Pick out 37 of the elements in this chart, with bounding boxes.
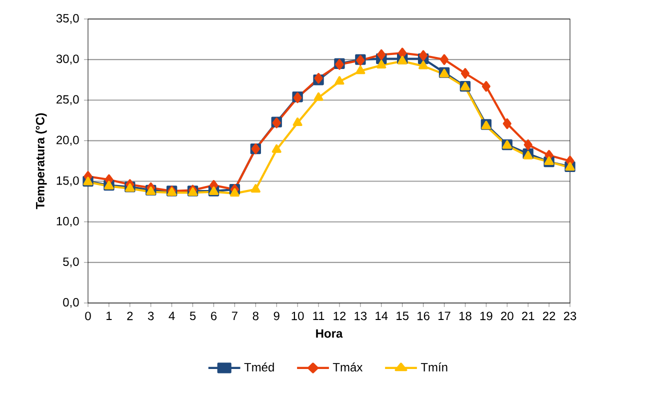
x-tick-label: 23 bbox=[564, 312, 576, 320]
x-tick-label: 4 bbox=[168, 312, 175, 320]
x-tick-label: 17 bbox=[438, 312, 450, 320]
x-tick-label: 0 bbox=[85, 312, 91, 320]
legend-label: Tmín bbox=[420, 362, 448, 372]
y-axis-title: Temperatura (°C) bbox=[36, 113, 47, 210]
y-tick-label: 30,0 bbox=[56, 54, 79, 65]
x-tick-label: 20 bbox=[501, 312, 514, 320]
x-tick-label: 18 bbox=[459, 312, 472, 320]
x-tick-label: 8 bbox=[252, 312, 258, 320]
x-tick-label: 5 bbox=[190, 312, 196, 320]
y-tick-label: 10,0 bbox=[56, 216, 79, 227]
x-tick-label: 1 bbox=[106, 312, 112, 320]
x-tick-label: 7 bbox=[232, 312, 238, 320]
x-tick-label: 6 bbox=[211, 312, 217, 320]
x-tick-label: 3 bbox=[148, 312, 154, 320]
x-tick-label: 14 bbox=[376, 312, 388, 320]
x-tick-label: 9 bbox=[274, 312, 280, 320]
x-tick-label: 13 bbox=[354, 312, 367, 320]
legend-label: Tméd bbox=[244, 362, 274, 372]
y-tick-label: 5,0 bbox=[63, 257, 79, 268]
x-tick-label: 21 bbox=[522, 312, 534, 320]
x-tick-label: 12 bbox=[334, 312, 346, 320]
y-tick-label: 35,0 bbox=[56, 14, 79, 24]
x-tick-label: 2 bbox=[127, 312, 133, 320]
x-tick-label: 22 bbox=[542, 312, 556, 320]
x-tick-label: 16 bbox=[418, 312, 430, 320]
y-tick-label: 15,0 bbox=[56, 176, 79, 186]
x-tick-label: 10 bbox=[292, 312, 304, 320]
x-axis-title: Hora bbox=[316, 329, 343, 338]
y-tick-label: 0,0 bbox=[63, 298, 79, 308]
y-tick-label: 25,0 bbox=[56, 95, 79, 106]
x-tick-label: 19 bbox=[480, 312, 492, 320]
legend-label: Tmáx bbox=[332, 362, 363, 372]
y-tick-label: 20,0 bbox=[56, 136, 79, 146]
x-tick-label: 15 bbox=[396, 312, 409, 320]
x-tick-label: 11 bbox=[313, 312, 324, 320]
